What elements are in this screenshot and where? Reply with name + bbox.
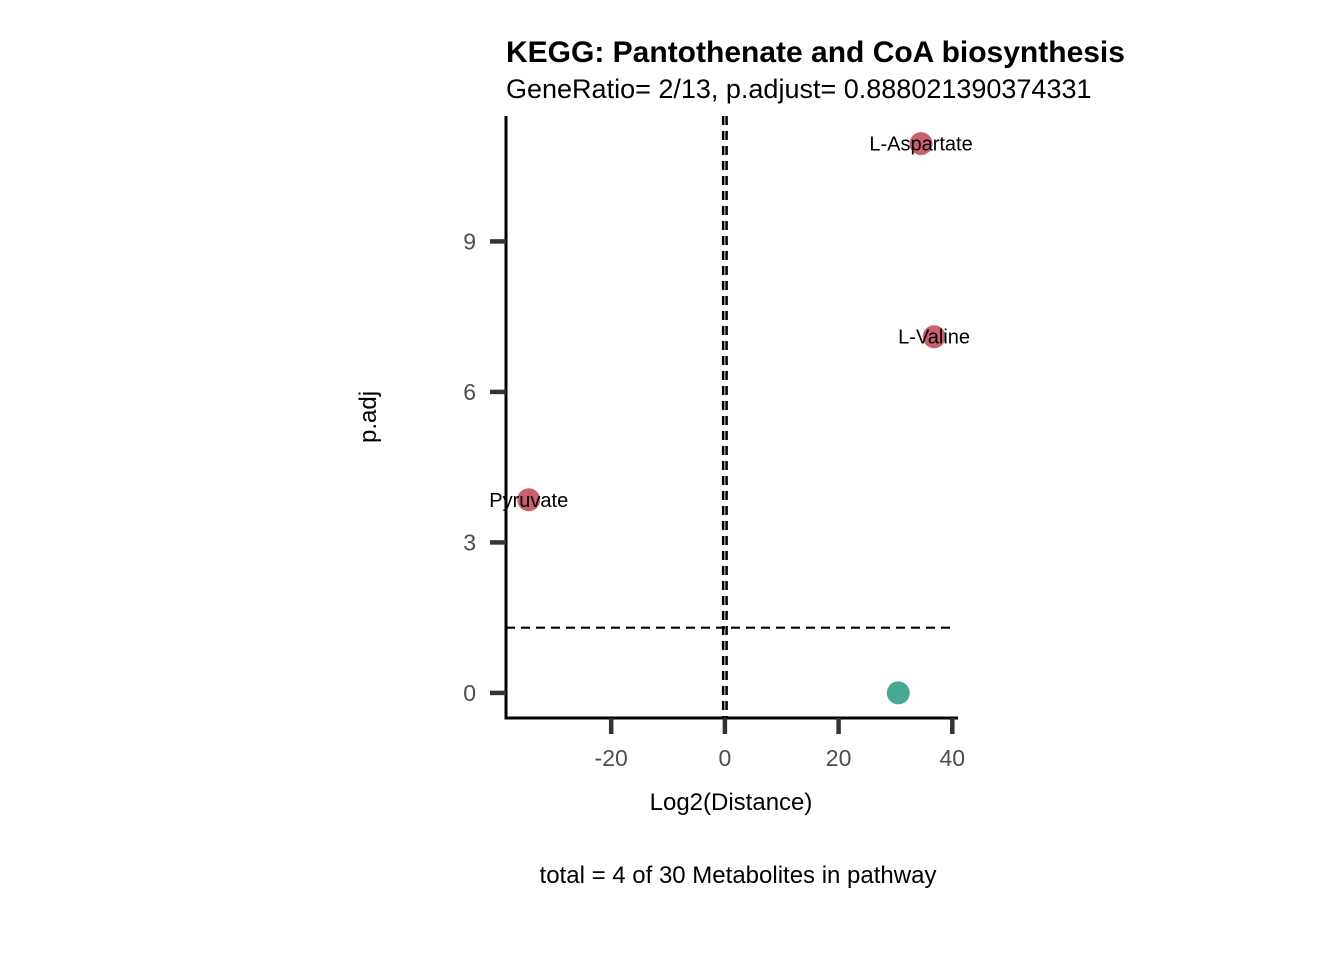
x-tick-label: 20: [826, 745, 852, 771]
chart-title: KEGG: Pantothenate and CoA biosynthesis: [506, 36, 1125, 69]
point-label: L-Valine: [898, 327, 970, 349]
data-point: [922, 325, 946, 349]
point-label: Pyruvate: [489, 490, 568, 512]
plot-area: -20 0 20 40 0 3 6 9 L-Aspartate L-Valine Pyruvate: [463, 116, 973, 771]
x-tick-label: -20: [595, 745, 628, 771]
y-tick-label: 6: [463, 379, 476, 405]
point-label: L-Aspartate: [869, 134, 972, 156]
chart-caption: total = 4 of 30 Metabolites in pathway: [540, 862, 937, 889]
x-axis-title: Log2(Distance): [650, 789, 813, 816]
x-tick-label: 0: [718, 745, 731, 771]
y-tick-label: 9: [463, 228, 476, 254]
y-axis-title: p.adj: [355, 391, 382, 443]
data-point: [517, 488, 541, 512]
chart-subtitle: GeneRatio= 2/13, p.adjust= 0.88802139037…: [506, 74, 1092, 104]
y-tick-label: 0: [463, 680, 476, 706]
x-tick-label: 40: [940, 745, 966, 771]
data-point: [909, 132, 933, 156]
y-tick-label: 3: [463, 529, 476, 555]
data-point: [886, 681, 910, 705]
